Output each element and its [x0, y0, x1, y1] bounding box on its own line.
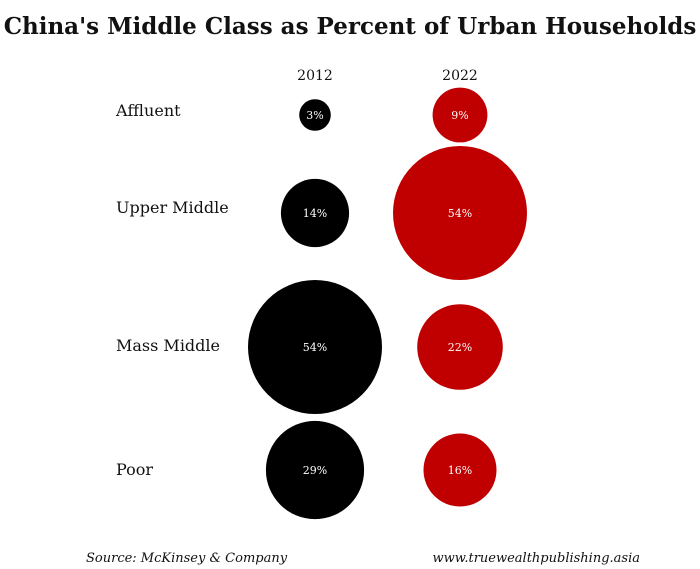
- row-label-poor: Poor: [116, 460, 153, 479]
- column-header-2012: 2012: [297, 68, 333, 84]
- bubble-2022-affluent: [432, 87, 488, 143]
- source-note: Source: McKinsey & Company: [86, 551, 288, 566]
- row-label-upper-middle: Upper Middle: [116, 198, 229, 217]
- bubble-2022-mass-middle: [417, 304, 503, 390]
- bubble-label-2012-mass-middle: 54%: [303, 341, 327, 354]
- row-label-affluent: Affluent: [115, 101, 181, 120]
- bubble-2012-mass-middle: [248, 280, 382, 414]
- bubble-label-2022-upper-middle: 54%: [448, 207, 472, 220]
- bubble-label-2012-upper-middle: 14%: [303, 207, 327, 220]
- bubble-2012-affluent: [299, 99, 331, 131]
- bubble-label-2012-poor: 29%: [303, 464, 327, 477]
- bubbles-layer: 3% 14% 54% 29% 9% 54% 22% 16%: [248, 87, 527, 520]
- row-label-mass-middle: Mass Middle: [116, 336, 220, 355]
- website-credit: www.truewealthpublishing.asia: [433, 551, 641, 566]
- bubble-2012-upper-middle: [280, 178, 350, 248]
- bubble-label-2022-affluent: 9%: [451, 109, 468, 122]
- bubble-label-2012-affluent: 3%: [306, 109, 323, 122]
- column-header-2022: 2022: [442, 68, 478, 84]
- bubble-2012-poor: [265, 420, 365, 520]
- bubble-label-2022-mass-middle: 22%: [448, 341, 472, 354]
- bubble-2022-upper-middle: [393, 146, 527, 280]
- chart-title: China's Middle Class as Percent of Urban…: [4, 13, 697, 40]
- bubble-2022-poor: [423, 433, 497, 507]
- bubble-label-2022-poor: 16%: [448, 464, 472, 477]
